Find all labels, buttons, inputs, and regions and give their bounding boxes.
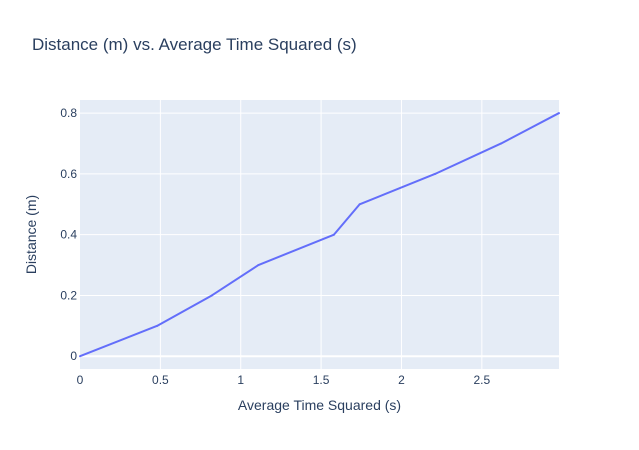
chart-title: Distance (m) vs. Average Time Squared (s… [32, 35, 357, 54]
data-point [332, 233, 335, 236]
data-point [156, 324, 159, 327]
y-tick-label: 0.8 [60, 106, 77, 120]
x-tick-label: 0 [77, 373, 84, 387]
data-point [500, 142, 503, 145]
data-point [358, 203, 361, 206]
data-point [558, 112, 560, 115]
x-axis-title: Average Time Squared (s) [238, 397, 401, 413]
x-tick-label: 2 [398, 373, 405, 387]
y-axis-title: Distance (m) [23, 195, 39, 274]
x-axis-ticks: 0 0.5 1 1.5 2 2.5 [77, 373, 491, 387]
data-point [434, 172, 437, 175]
x-tick-label: 0.5 [152, 373, 169, 387]
data-point [210, 294, 213, 297]
x-tick-label: 1 [237, 373, 244, 387]
y-axis-ticks: 0 0.2 0.4 0.6 0.8 [60, 106, 77, 363]
y-tick-label: 0.6 [60, 167, 77, 181]
y-tick-label: 0 [70, 349, 77, 363]
x-tick-label: 1.5 [313, 373, 330, 387]
x-tick-label: 2.5 [474, 373, 491, 387]
series-layer [79, 112, 560, 358]
y-gridlines [80, 112, 559, 358]
data-point [79, 355, 81, 358]
data-point [257, 264, 260, 267]
y-tick-label: 0.2 [60, 288, 77, 302]
y-tick-label: 0.4 [60, 228, 77, 242]
